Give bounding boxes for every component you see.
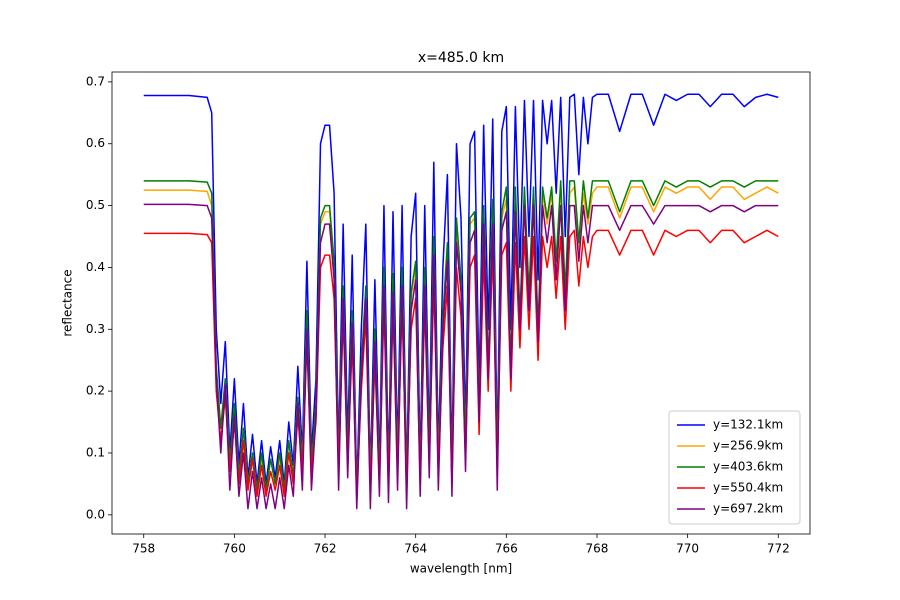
series-line <box>143 203 779 510</box>
y-axis-label: reflectance <box>61 269 75 336</box>
x-tick-label: 772 <box>767 542 790 556</box>
axes-frame <box>111 71 811 535</box>
legend-label: y=256.9km <box>713 439 783 453</box>
legend-label: y=697.2km <box>713 502 783 516</box>
series-line <box>143 93 779 491</box>
plot-area <box>143 93 779 510</box>
y-tick-label: 0.5 <box>86 198 105 212</box>
x-axis-label: wavelength [nm] <box>410 562 512 576</box>
series-line <box>143 180 779 498</box>
y-tick-label: 0.0 <box>86 507 105 521</box>
y-tick-label: 0.6 <box>86 136 105 150</box>
y-tick-label: 0.1 <box>86 445 105 459</box>
legend-box <box>668 410 801 525</box>
y-tick-label: 0.2 <box>86 384 105 398</box>
x-tick-label: 768 <box>586 542 609 556</box>
x-tick-label: 758 <box>132 542 155 556</box>
x-tick-label: 764 <box>404 542 427 556</box>
x-tick-label: 762 <box>314 542 337 556</box>
y-tick-label: 0.3 <box>86 322 105 336</box>
legend-label: y=403.6km <box>713 460 783 474</box>
x-tick-label: 760 <box>223 542 246 556</box>
chart-title: x=485.0 km <box>418 50 504 66</box>
legend-label: y=550.4km <box>713 481 783 495</box>
x-tick-label: 770 <box>676 542 699 556</box>
y-tick-label: 0.7 <box>86 74 105 88</box>
x-tick-label: 766 <box>495 542 518 556</box>
legend-label: y=132.1km <box>713 418 783 432</box>
y-tick-label: 0.4 <box>86 260 105 274</box>
